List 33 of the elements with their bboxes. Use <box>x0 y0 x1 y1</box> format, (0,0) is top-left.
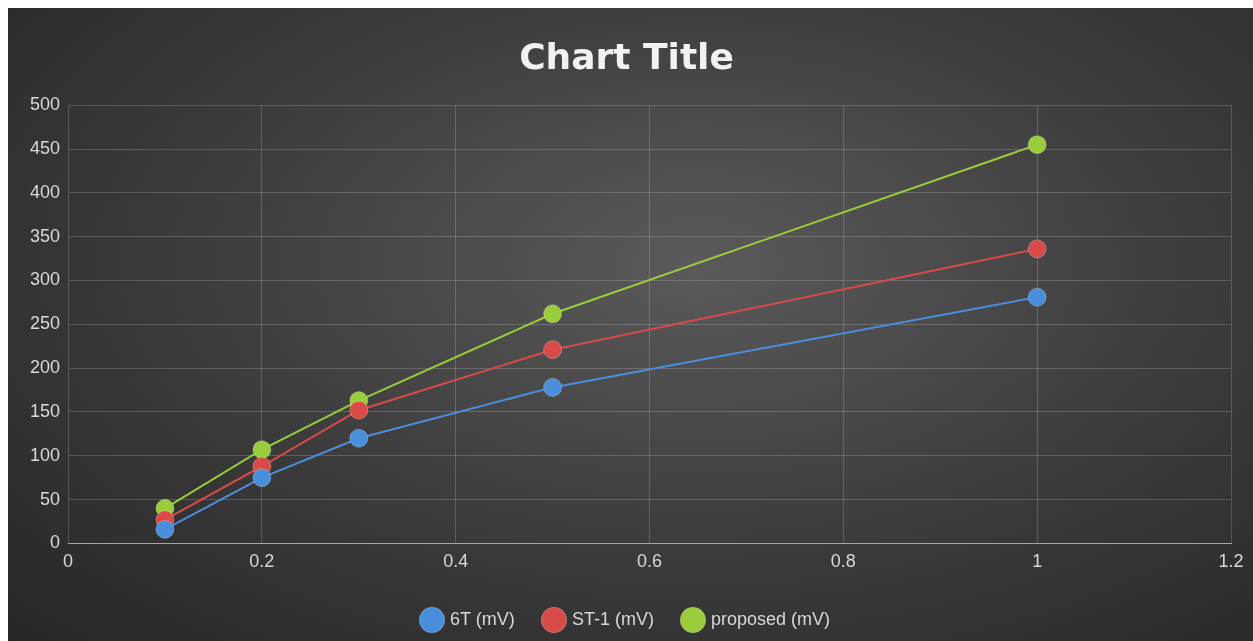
y-tick-label: 450 <box>29 137 61 158</box>
y-tick-label: 200 <box>29 357 61 378</box>
x-tick-label: 1 <box>1032 551 1043 572</box>
point <box>349 428 369 448</box>
x-tick-label: 0.2 <box>249 551 275 572</box>
legend-label: ST-1 (mV) <box>571 608 654 629</box>
x-tick-label: 1.2 <box>1218 551 1244 572</box>
point <box>543 304 563 324</box>
y-tick-label: 350 <box>29 225 61 246</box>
x-tick-label: 0.8 <box>830 551 856 572</box>
point <box>543 377 563 397</box>
x-tick-label: 0.4 <box>443 551 469 572</box>
legend-label: proposed (mV) <box>710 608 831 629</box>
legend-label: 6T (mV) <box>449 608 515 629</box>
y-tick-label: 150 <box>29 400 61 421</box>
y-tick-label: 50 <box>40 488 61 509</box>
y-tick-label: 300 <box>29 269 61 290</box>
point <box>1027 135 1047 155</box>
x-tick-label: 0.6 <box>637 551 663 572</box>
point <box>543 340 563 360</box>
point <box>155 519 175 539</box>
y-tick-label: 250 <box>29 313 61 334</box>
point <box>1027 239 1047 259</box>
point <box>349 400 369 420</box>
y-tick-label: 100 <box>29 444 61 465</box>
x-tick-label: 0 <box>63 551 74 572</box>
point <box>252 468 272 488</box>
y-tick-label: 500 <box>29 94 61 115</box>
y-tick-label: 400 <box>29 181 61 202</box>
point <box>252 440 272 460</box>
y-tick-label: 0 <box>50 532 61 553</box>
point <box>1027 287 1047 307</box>
chart-title: Chart Title <box>519 35 734 77</box>
